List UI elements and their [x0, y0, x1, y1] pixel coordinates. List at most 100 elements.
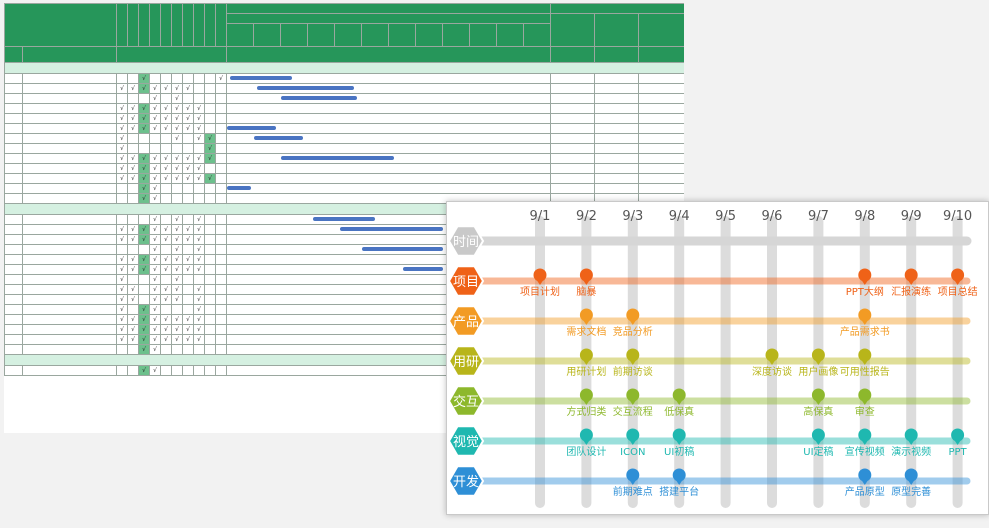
duty-cell[interactable]: [127, 133, 139, 144]
duty-cell[interactable]: √: [116, 334, 128, 345]
duty-cell[interactable]: [149, 133, 161, 144]
duty-cell[interactable]: [171, 143, 183, 154]
owner-cell[interactable]: [638, 143, 684, 154]
duty-cell[interactable]: √: [149, 123, 161, 134]
duty-cell[interactable]: √: [116, 173, 128, 184]
duty-cell[interactable]: √: [138, 113, 150, 124]
row-step-name[interactable]: [22, 143, 117, 154]
duty-cell[interactable]: [160, 244, 172, 255]
table-row[interactable]: √ √ √ √ √ √ √ √ √: [4, 153, 684, 164]
duty-cell[interactable]: √: [127, 324, 139, 335]
duty-cell[interactable]: √: [193, 113, 205, 124]
duty-cell[interactable]: √: [127, 284, 139, 295]
duty-cell[interactable]: [182, 193, 194, 204]
duty-cell[interactable]: √: [116, 264, 128, 275]
duty-cell[interactable]: [160, 93, 172, 104]
duty-cell[interactable]: [160, 193, 172, 204]
row-step-name[interactable]: [22, 93, 117, 104]
duty-cell[interactable]: [160, 304, 172, 315]
duty-cell[interactable]: √: [138, 324, 150, 335]
duty-cell[interactable]: √: [171, 284, 183, 295]
duty-cell[interactable]: [171, 304, 183, 315]
duty-cell[interactable]: [204, 113, 216, 124]
row-step-name[interactable]: [22, 73, 117, 84]
duty-cell[interactable]: √: [138, 173, 150, 184]
row-step-name[interactable]: [22, 83, 117, 94]
duty-cell[interactable]: √: [171, 224, 183, 235]
duty-cell[interactable]: [127, 73, 139, 84]
duty-cell[interactable]: [116, 193, 128, 204]
duty-cell[interactable]: √: [116, 143, 128, 154]
duty-cell[interactable]: √: [149, 173, 161, 184]
duty-cell[interactable]: √: [127, 83, 139, 94]
duty-cell[interactable]: [127, 193, 139, 204]
duty-cell[interactable]: [204, 163, 216, 174]
row-step-name[interactable]: [22, 264, 117, 275]
duty-cell[interactable]: √: [116, 254, 128, 265]
duty-cell[interactable]: [215, 264, 227, 275]
duty-cell[interactable]: √: [171, 264, 183, 275]
row-step-name[interactable]: [22, 183, 117, 194]
duty-cell[interactable]: √: [149, 224, 161, 235]
duty-cell[interactable]: √: [193, 304, 205, 315]
duty-cell[interactable]: √: [127, 314, 139, 325]
duty-cell[interactable]: √: [138, 254, 150, 265]
duty-cell[interactable]: [160, 344, 172, 355]
duty-cell[interactable]: √: [127, 334, 139, 345]
duty-cell[interactable]: √: [193, 244, 205, 255]
duty-cell[interactable]: [182, 344, 194, 355]
duty-cell[interactable]: √: [171, 214, 183, 225]
done-date-cell[interactable]: [550, 183, 595, 194]
duty-cell[interactable]: √: [138, 193, 150, 204]
duty-cell[interactable]: [215, 334, 227, 345]
row-step-name[interactable]: [22, 365, 117, 376]
row-step-name[interactable]: [22, 304, 117, 315]
owner-cell[interactable]: [638, 103, 684, 114]
table-row[interactable]: √ √: [4, 93, 684, 104]
duty-cell[interactable]: [204, 214, 216, 225]
duty-cell[interactable]: √: [193, 294, 205, 305]
duty-cell[interactable]: [204, 93, 216, 104]
duty-cell[interactable]: √: [182, 173, 194, 184]
duty-cell[interactable]: √: [127, 224, 139, 235]
duty-cell[interactable]: √: [138, 153, 150, 164]
owner-cell[interactable]: [638, 173, 684, 184]
row-step-name[interactable]: [22, 254, 117, 265]
duty-cell[interactable]: √: [138, 365, 150, 376]
done-date-cell[interactable]: [550, 83, 595, 94]
row-step-name[interactable]: [22, 224, 117, 235]
duty-cell[interactable]: √: [138, 344, 150, 355]
duty-cell[interactable]: √: [127, 294, 139, 305]
duty-cell[interactable]: √: [193, 153, 205, 164]
duty-cell[interactable]: √: [171, 254, 183, 265]
duty-cell[interactable]: √: [171, 163, 183, 174]
duty-cell[interactable]: [127, 244, 139, 255]
duty-cell[interactable]: [204, 224, 216, 235]
duty-cell[interactable]: √: [171, 334, 183, 345]
duty-cell[interactable]: √: [182, 83, 194, 94]
duty-cell[interactable]: √: [116, 304, 128, 315]
duty-cell[interactable]: √: [127, 163, 139, 174]
duty-cell[interactable]: [193, 274, 205, 285]
duty-cell[interactable]: √: [138, 83, 150, 94]
duty-cell[interactable]: √: [149, 365, 161, 376]
duty-cell[interactable]: [215, 173, 227, 184]
duty-cell[interactable]: √: [149, 183, 161, 194]
duty-cell[interactable]: [204, 103, 216, 114]
duty-cell[interactable]: √: [160, 123, 172, 134]
duty-cell[interactable]: √: [182, 224, 194, 235]
duty-cell[interactable]: [182, 244, 194, 255]
duty-cell[interactable]: √: [127, 113, 139, 124]
duty-cell[interactable]: [215, 365, 227, 376]
duty-cell[interactable]: √: [116, 234, 128, 245]
duty-cell[interactable]: √: [116, 103, 128, 114]
table-row[interactable]: √ √ √ √ √ √ √ √: [4, 103, 684, 114]
duty-cell[interactable]: √: [138, 224, 150, 235]
duty-cell[interactable]: √: [149, 254, 161, 265]
duty-cell[interactable]: [182, 214, 194, 225]
done-date-cell[interactable]: [550, 143, 595, 154]
duty-cell[interactable]: √: [149, 234, 161, 245]
done-date-cell[interactable]: [550, 173, 595, 184]
duty-cell[interactable]: [182, 365, 194, 376]
duty-cell[interactable]: √: [182, 324, 194, 335]
